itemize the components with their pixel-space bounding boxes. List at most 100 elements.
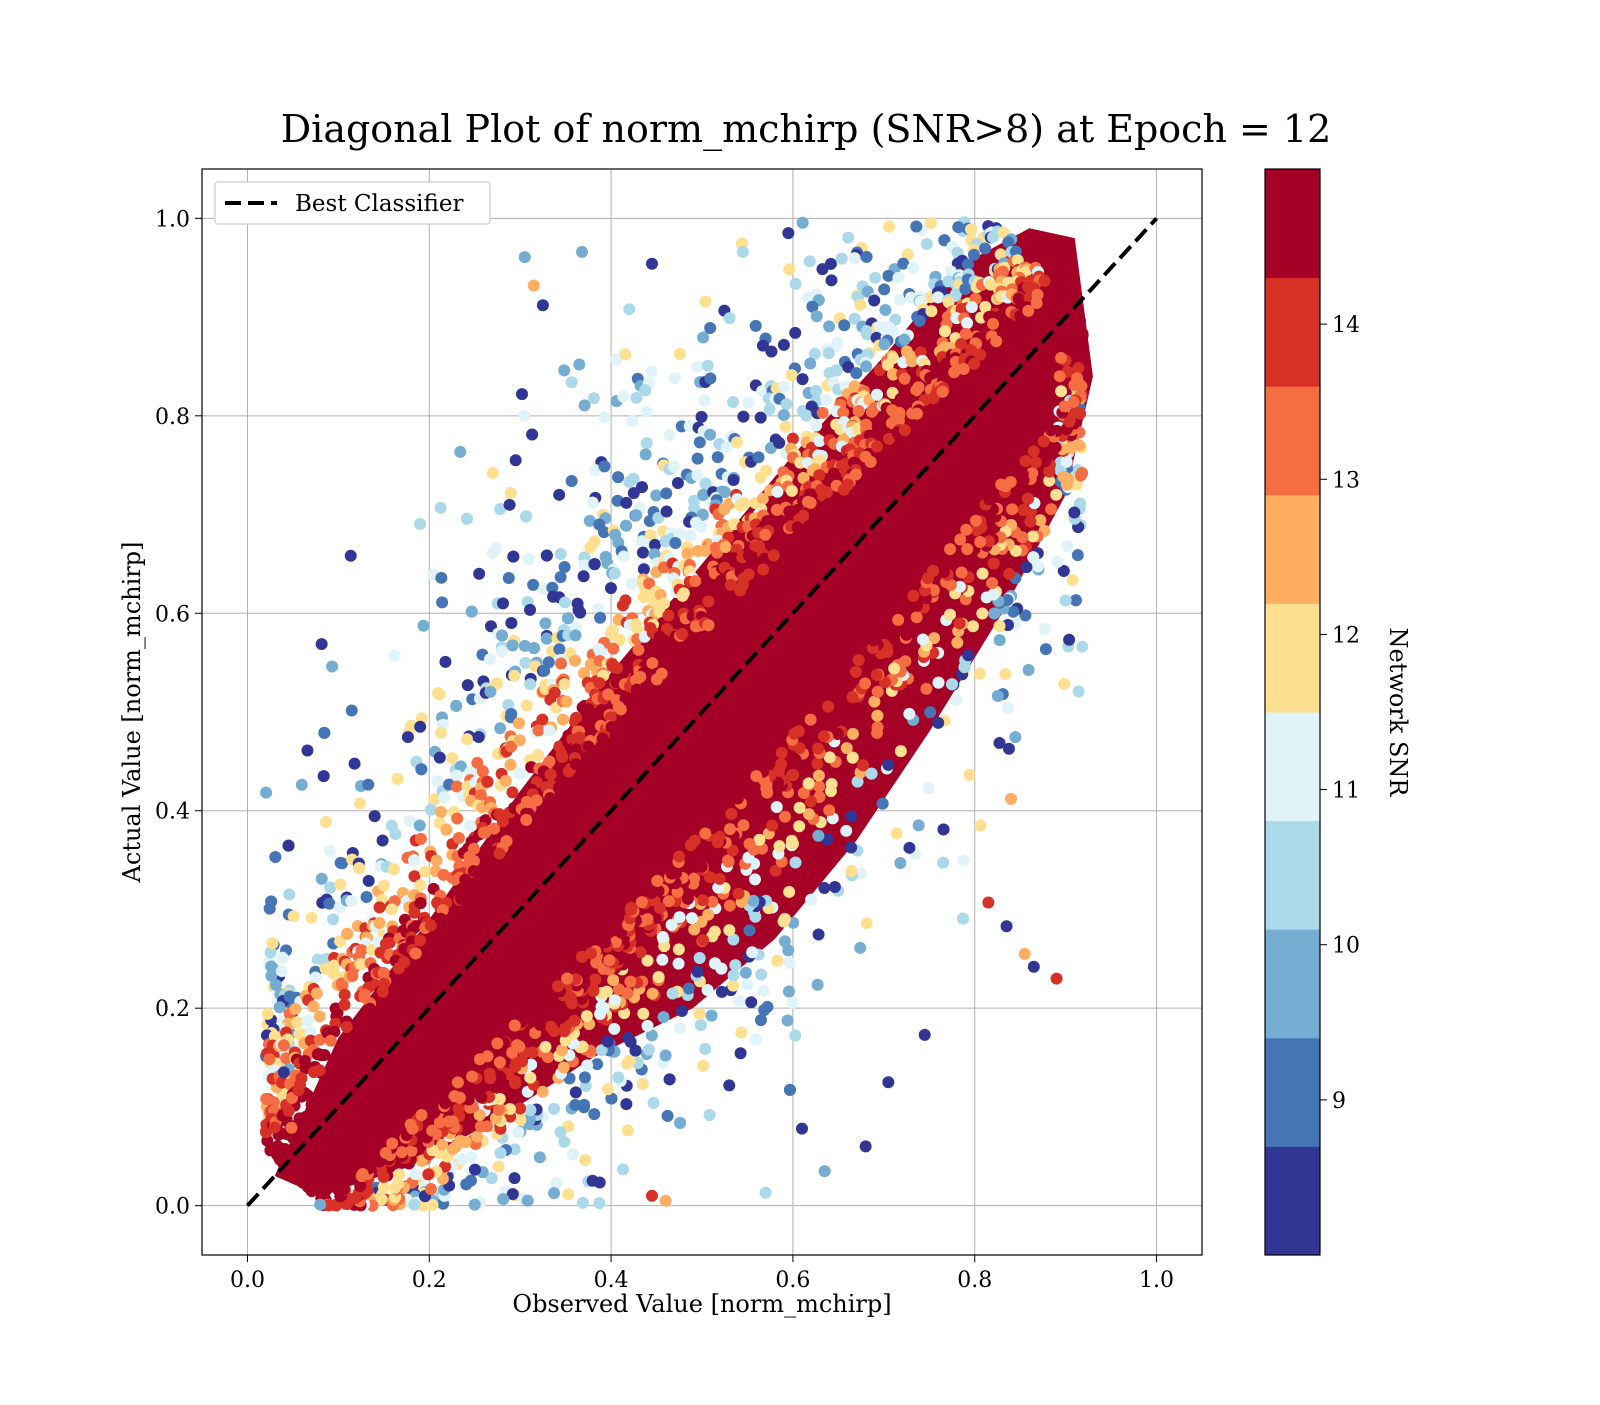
scatter-point	[373, 917, 385, 929]
scatter-point	[812, 979, 824, 991]
scatter-point	[720, 541, 732, 553]
scatter-point	[869, 272, 881, 284]
scatter-point	[868, 537, 880, 549]
scatter-point	[539, 617, 551, 629]
scatter-point	[579, 1071, 591, 1083]
scatter-point	[950, 694, 962, 706]
scatter-point	[676, 815, 688, 827]
scatter-point	[574, 607, 586, 619]
scatter-point	[363, 875, 375, 887]
scatter-point	[667, 987, 679, 999]
scatter-point	[587, 1175, 599, 1187]
scatter-point	[514, 1114, 526, 1126]
scatter-point	[697, 894, 709, 906]
scatter-point	[612, 1071, 624, 1083]
scatter-point	[696, 411, 708, 423]
scatter-point	[262, 1008, 274, 1020]
scatter-point	[831, 517, 843, 529]
scatter-point	[409, 1168, 421, 1180]
scatter-point	[625, 817, 637, 829]
scatter-point	[745, 996, 757, 1008]
scatter-point	[964, 769, 976, 781]
scatter-point	[308, 1000, 320, 1012]
scatter-point	[576, 778, 588, 790]
scatter-point	[296, 779, 308, 791]
scatter-point	[396, 1146, 408, 1158]
scatter-point	[520, 510, 532, 522]
scatter-point	[784, 957, 796, 969]
scatter-point	[848, 561, 860, 573]
scatter-point	[882, 759, 894, 771]
scatter-point	[846, 691, 858, 703]
scatter-point	[899, 373, 911, 385]
scatter-point	[593, 677, 605, 689]
scatter-point	[786, 756, 798, 768]
scatter-point	[656, 954, 668, 966]
scatter-point	[828, 661, 840, 673]
scatter-point	[712, 451, 724, 463]
scatter-point	[994, 634, 1006, 646]
scatter-point	[626, 864, 638, 876]
scatter-point	[505, 487, 517, 499]
scatter-point	[473, 568, 485, 580]
scatter-point	[634, 826, 646, 838]
scatter-point	[796, 619, 808, 631]
scatter-point	[800, 410, 812, 422]
scatter-point	[778, 409, 790, 421]
scatter-point	[724, 823, 736, 835]
scatter-point	[260, 787, 272, 799]
scatter-point	[700, 691, 712, 703]
scatter-point	[500, 775, 512, 787]
scatter-point	[850, 666, 862, 678]
scatter-point	[640, 448, 652, 460]
scatter-point	[325, 1035, 337, 1047]
scatter-point	[353, 862, 365, 874]
scatter-point	[451, 770, 463, 782]
scatter-point	[1039, 623, 1051, 635]
scatter-point	[513, 717, 525, 729]
scatter-point	[538, 665, 550, 677]
scatter-point	[602, 1035, 614, 1047]
scatter-point	[683, 983, 695, 995]
scatter-point	[415, 833, 427, 845]
scatter-point	[697, 1060, 709, 1072]
scatter-point	[850, 367, 862, 379]
scatter-point	[493, 1104, 505, 1116]
scatter-point	[411, 1032, 423, 1044]
scatter-point	[554, 1126, 566, 1138]
scatter-point	[532, 749, 544, 761]
scatter-point	[1052, 556, 1064, 568]
scatter-point	[878, 283, 890, 295]
scatter-point	[699, 394, 711, 406]
scatter-point	[506, 786, 518, 798]
scatter-point	[789, 327, 801, 339]
scatter-point	[545, 1021, 557, 1033]
scatter-point	[523, 925, 535, 937]
scatter-point	[917, 633, 929, 645]
scatter-point	[961, 440, 973, 452]
scatter-point	[789, 856, 801, 868]
scatter-point	[461, 733, 473, 745]
scatter-point	[354, 797, 366, 809]
scatter-point	[686, 912, 698, 924]
scatter-point	[369, 1108, 381, 1120]
scatter-point	[988, 607, 1000, 619]
scatter-point	[999, 668, 1011, 680]
scatter-point	[779, 811, 791, 823]
scatter-point	[861, 917, 873, 929]
scatter-point	[1070, 594, 1082, 606]
scatter-point	[335, 878, 347, 890]
scatter-point	[779, 381, 791, 393]
scatter-point	[302, 1015, 314, 1027]
scatter-point	[1003, 568, 1015, 580]
scatter-point	[1016, 416, 1028, 428]
scatter-point	[666, 919, 678, 931]
scatter-point	[326, 661, 338, 673]
scatter-point	[787, 433, 799, 445]
scatter-point	[742, 397, 754, 409]
scatter-point	[1050, 441, 1062, 453]
scatter-point	[518, 913, 530, 925]
scatter-point	[962, 649, 974, 661]
scatter-point	[1068, 506, 1080, 518]
scatter-point	[587, 497, 599, 509]
